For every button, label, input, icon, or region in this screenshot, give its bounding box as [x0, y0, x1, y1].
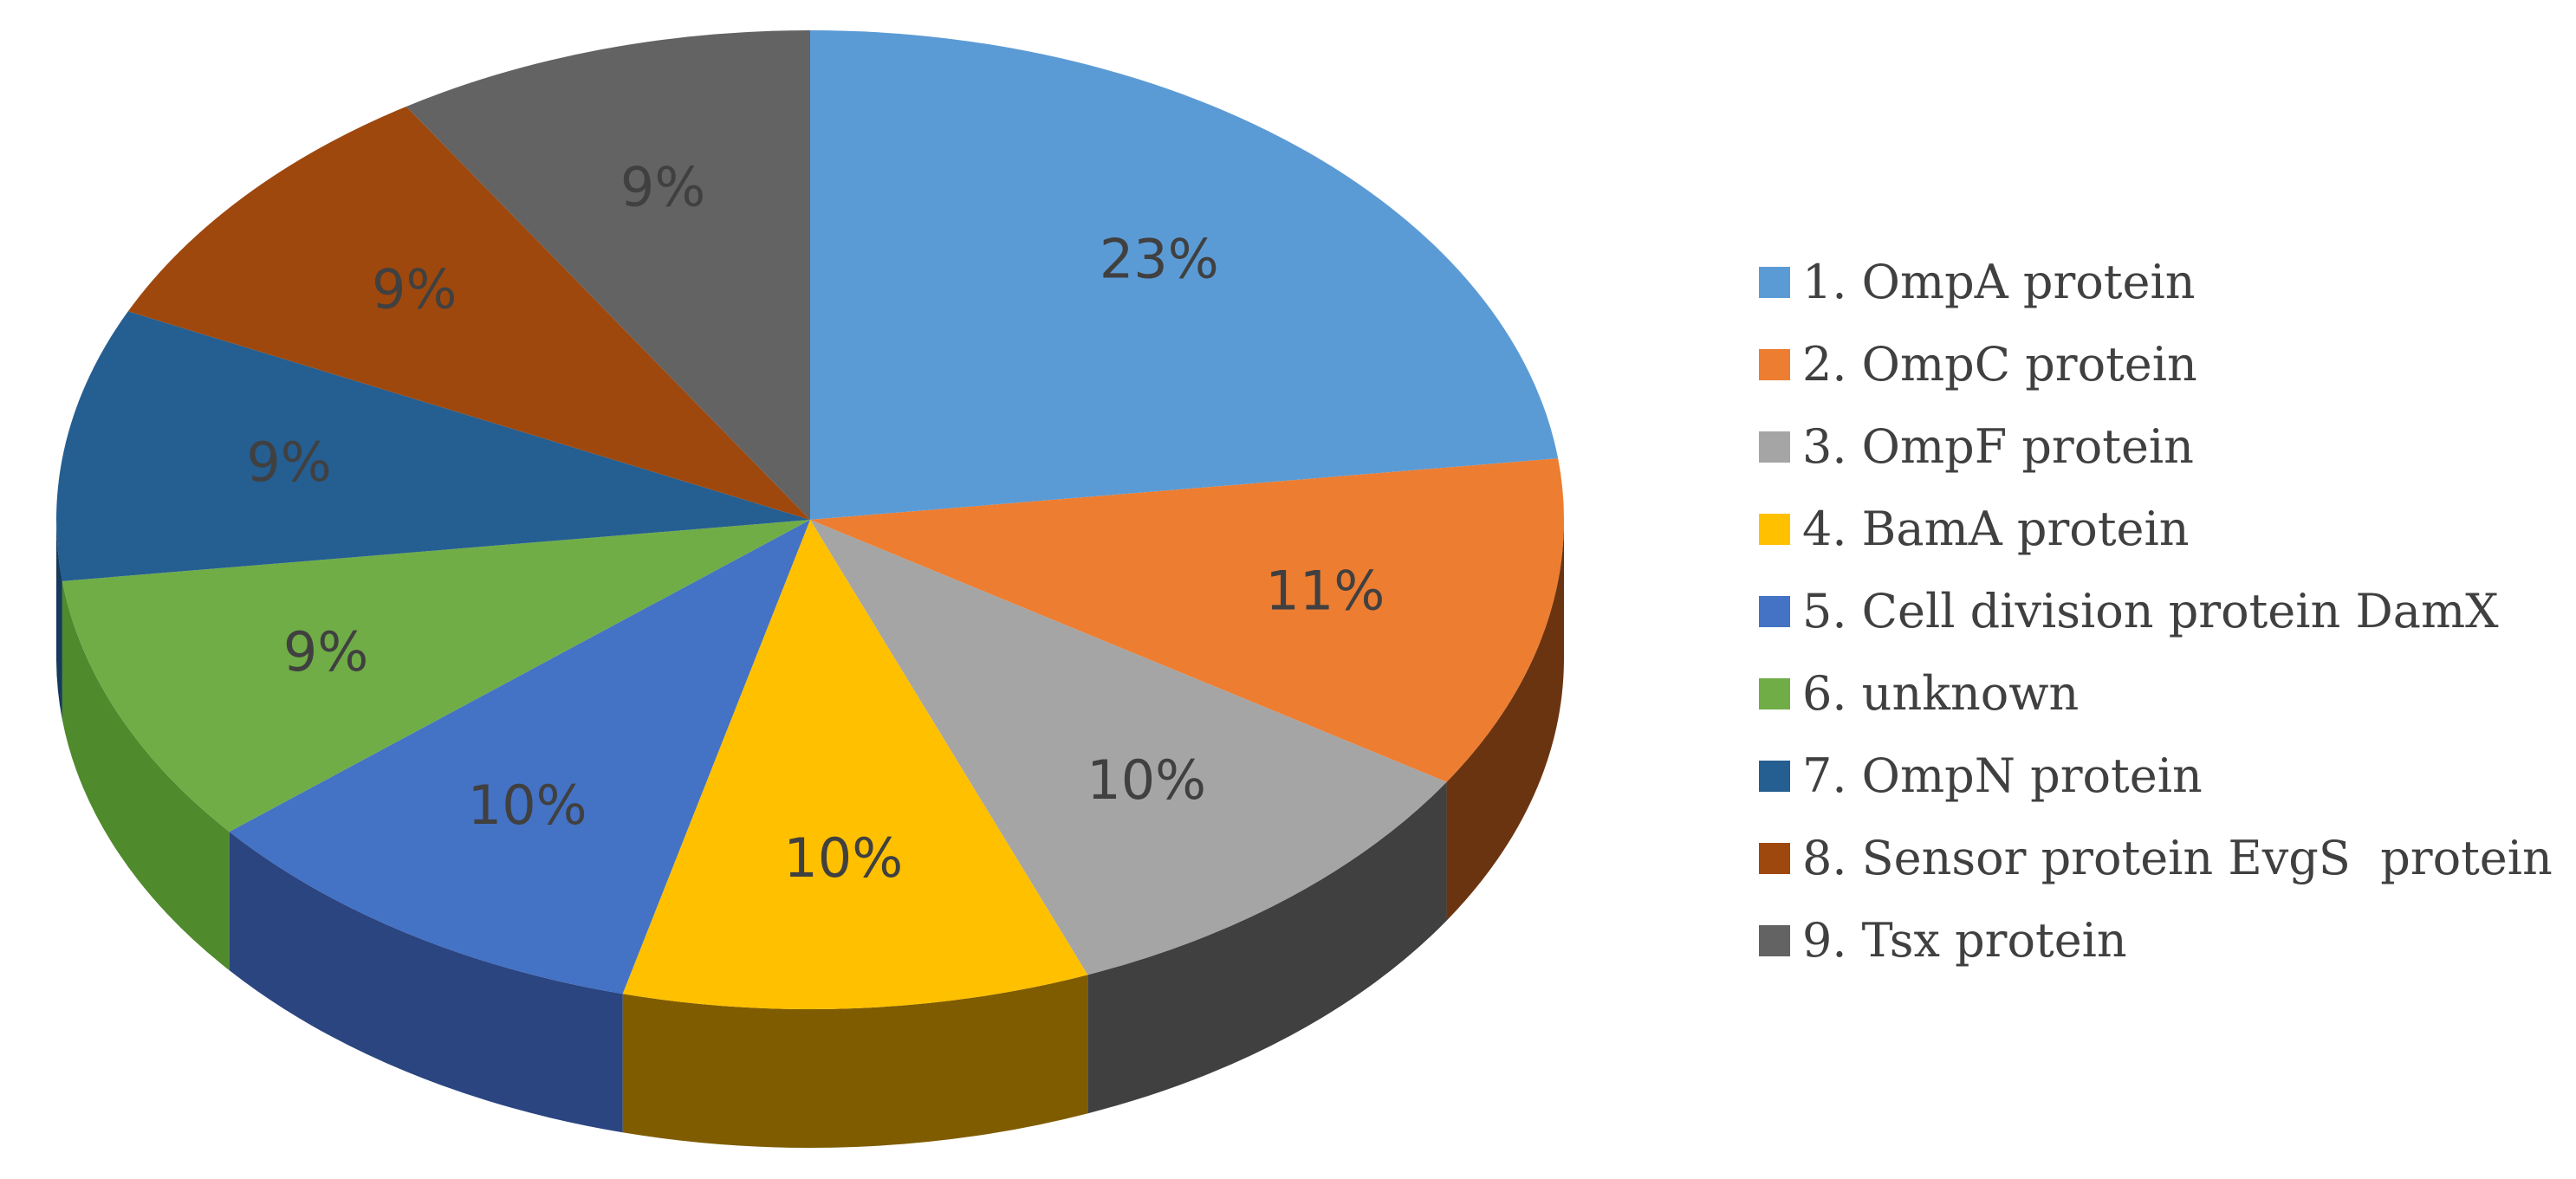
- pie-value-labels: 23% 11% 10% 10% 10% 9% 9% 9% 9%: [246, 155, 1385, 890]
- pie-slice-5: [229, 520, 811, 994]
- pie-value-label-5: 10%: [468, 774, 587, 837]
- pie-side-walls: [56, 520, 1564, 1148]
- legend-label: 4. BamA protein: [1802, 502, 2190, 556]
- pie-slice-7: [55, 311, 810, 581]
- pie-side-3: [1087, 781, 1447, 1114]
- pie-value-label-1: 23%: [1100, 227, 1219, 290]
- pie-slice-9: [406, 29, 810, 520]
- chart-legend: 1. OmpA protein 2. OmpC protein 3. OmpF pr…: [1759, 241, 2553, 981]
- legend-label: 1. OmpA protein: [1802, 255, 2196, 309]
- legend-label: 5. Cell division protein DamX: [1802, 584, 2499, 638]
- pie-side-7: [56, 520, 62, 720]
- pie-value-label-4: 10%: [783, 826, 903, 890]
- legend-label: 2. OmpC protein: [1802, 337, 2197, 392]
- legend-label: 6. unknown: [1802, 666, 2080, 721]
- pie-top-faces: [55, 29, 1564, 1009]
- pie-slice-6: [62, 520, 810, 832]
- legend-item-6: 6. unknown: [1759, 652, 2553, 735]
- legend-swatch: [1759, 677, 1790, 709]
- legend-swatch: [1759, 431, 1790, 463]
- legend-label: 3. OmpF protein: [1802, 419, 2194, 474]
- legend-item-8: 8. Sensor protein EvgS protein: [1759, 817, 2553, 899]
- pie-slice-2: [810, 458, 1564, 782]
- legend-item-5: 5. Cell division protein DamX: [1759, 570, 2553, 652]
- legend-label: 8. Sensor protein EvgS protein: [1802, 831, 2553, 885]
- legend-swatch: [1759, 842, 1790, 874]
- legend-swatch: [1759, 760, 1790, 792]
- pie-side-2: [1446, 520, 1564, 921]
- legend-item-3: 3. OmpF protein: [1759, 405, 2553, 488]
- legend-item-7: 7. OmpN protein: [1759, 735, 2553, 817]
- legend-swatch: [1759, 924, 1790, 956]
- legend-swatch: [1759, 348, 1790, 380]
- pie-value-label-2: 11%: [1265, 559, 1385, 622]
- legend-label: 9. Tsx protein: [1802, 913, 2127, 968]
- pie-slice-8: [127, 106, 810, 521]
- pie-value-label-3: 10%: [1087, 748, 1206, 812]
- legend-item-2: 2. OmpC protein: [1759, 323, 2553, 405]
- pie-value-label-6: 9%: [283, 620, 368, 683]
- pie-side-6: [62, 580, 230, 971]
- legend-swatch: [1759, 513, 1790, 545]
- legend-item-1: 1. OmpA protein: [1759, 241, 2553, 323]
- pie-value-label-7: 9%: [246, 431, 331, 494]
- pie-side-5: [229, 832, 623, 1133]
- pie-side-4: [622, 975, 1088, 1148]
- pie-slice-4: [622, 520, 1088, 1009]
- legend-swatch: [1759, 595, 1790, 627]
- legend-item-9: 9. Tsx protein: [1759, 899, 2553, 981]
- legend-item-4: 4. BamA protein: [1759, 488, 2553, 570]
- pie-value-label-9: 9%: [620, 155, 705, 218]
- pie-value-label-8: 9%: [372, 258, 457, 321]
- legend-label: 7. OmpN protein: [1802, 748, 2203, 803]
- pie-slice-3: [810, 520, 1447, 975]
- legend-swatch: [1759, 266, 1790, 298]
- pie-slice-1: [810, 30, 1559, 520]
